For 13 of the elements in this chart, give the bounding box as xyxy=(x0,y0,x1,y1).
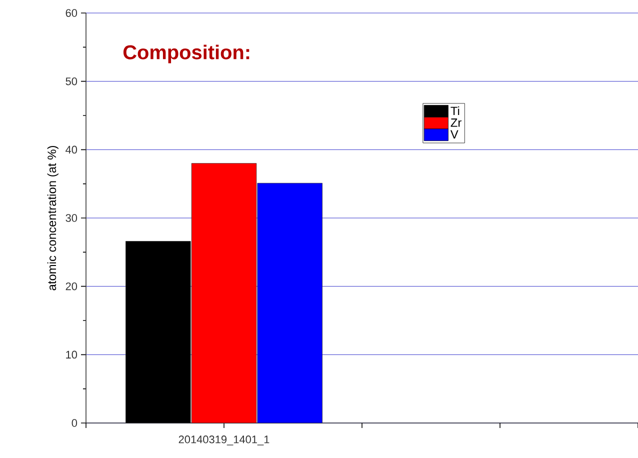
legend-label: V xyxy=(450,130,458,138)
legend-label: Ti xyxy=(450,106,460,116)
y-tick-label: 50 xyxy=(66,77,78,86)
x-tick-label: 20140319_1401_1 xyxy=(178,436,270,446)
y-tick-label: 10 xyxy=(66,350,78,359)
y-tick-label: 60 xyxy=(66,9,78,17)
y-axis-title: atomic concentration (at %) xyxy=(47,146,58,290)
legend-label: Zr xyxy=(450,118,462,127)
y-tick-label: 30 xyxy=(66,214,78,222)
y-tick-label: 40 xyxy=(66,146,78,154)
y-tick-label: 0 xyxy=(72,419,78,427)
text: Composition: xyxy=(123,44,250,64)
y-tick-label: 20 xyxy=(66,282,78,290)
